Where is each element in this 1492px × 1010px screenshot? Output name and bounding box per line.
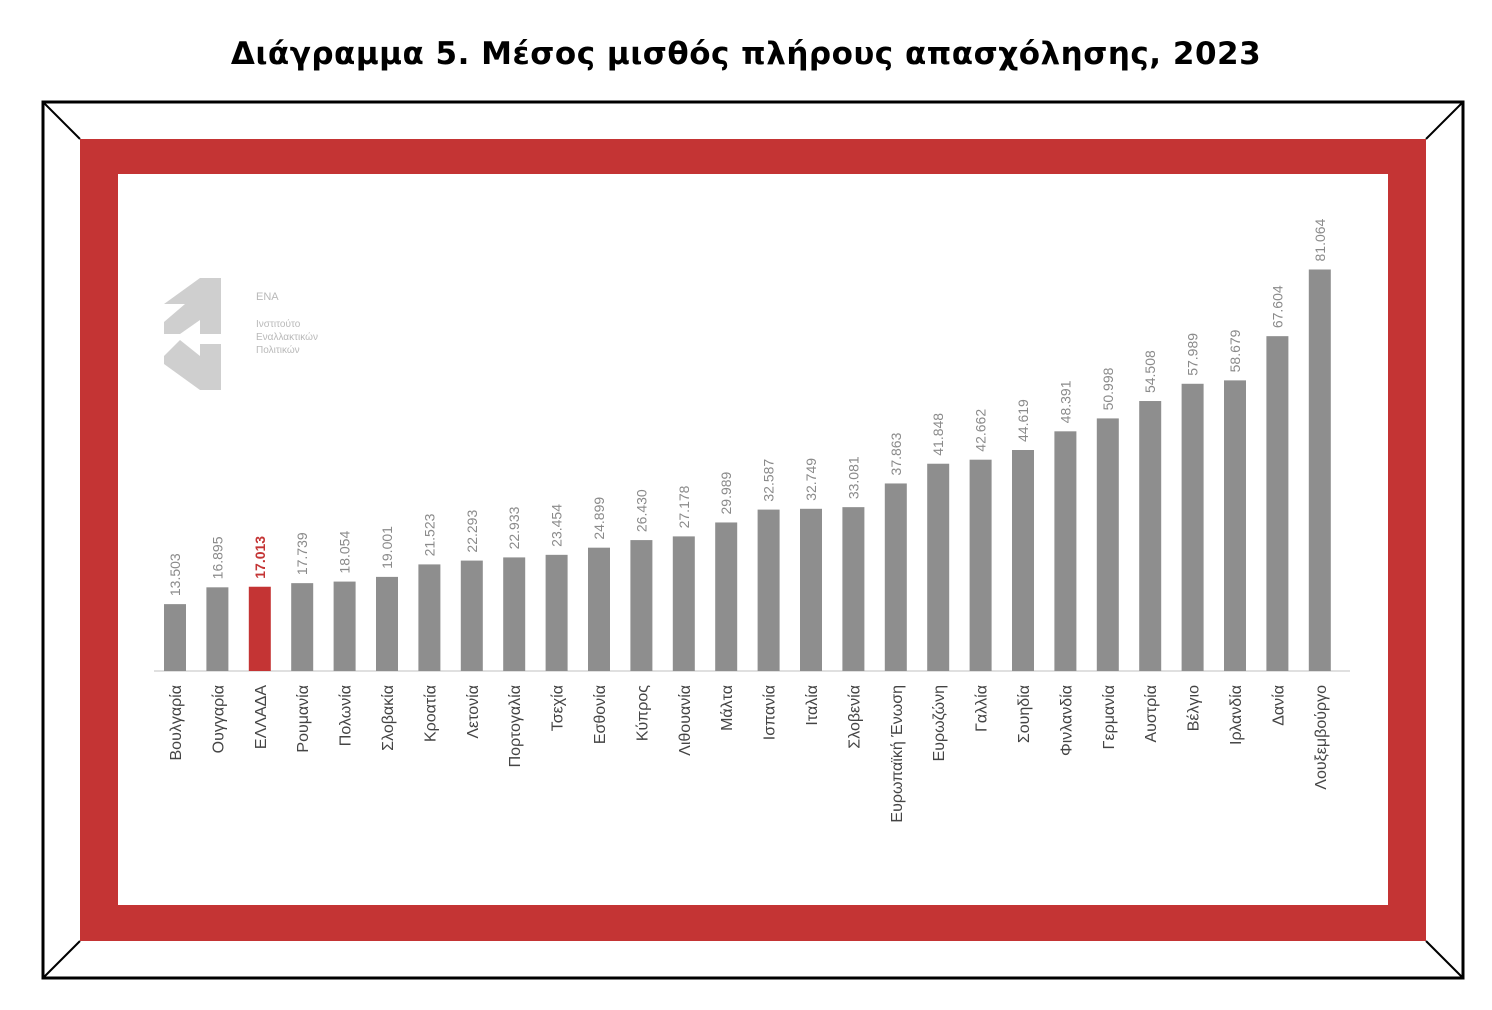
value-label-16: 32.749 — [803, 458, 819, 501]
bar-5 — [333, 581, 356, 671]
value-label-7: 21.523 — [421, 513, 437, 556]
logo-line-1: Ινστιτούτο — [256, 318, 301, 330]
value-label-9: 22.933 — [506, 506, 522, 549]
bar-21 — [1012, 450, 1034, 671]
bar-14 — [715, 522, 738, 671]
bar-24 — [1139, 401, 1162, 671]
category-label-20: Γαλλία — [974, 685, 991, 732]
bar-26 — [1224, 380, 1246, 671]
bar-4 — [291, 583, 314, 671]
category-label-14: Μάλτα — [719, 685, 736, 731]
bar-11 — [588, 547, 610, 671]
logo-mark-bottom — [164, 340, 221, 390]
category-label-6: Σλοβακία — [380, 685, 397, 751]
bar-6 — [376, 576, 398, 671]
category-label-15: Ισπανία — [762, 685, 779, 740]
frame-bevel-tr — [1425, 101, 1464, 140]
category-label-27: Δανία — [1270, 685, 1287, 726]
category-label-19: Ευρωζώνη — [931, 685, 948, 761]
bar-7 — [418, 564, 441, 671]
category-label-12: Κύπρος — [634, 685, 651, 741]
value-label-10: 23.454 — [549, 504, 565, 547]
value-label-23: 50.998 — [1100, 367, 1116, 410]
bar-25 — [1181, 383, 1204, 671]
value-label-12: 26.430 — [633, 489, 649, 532]
bar-22 — [1054, 431, 1077, 671]
category-label-11: Εσθονία — [592, 685, 609, 744]
value-label-28: 81.064 — [1312, 218, 1328, 261]
category-label-1: Βουλγαρία — [168, 685, 185, 760]
category-label-28: Λουξεμβούργο — [1313, 685, 1330, 790]
value-label-14: 29.989 — [718, 471, 734, 514]
category-label-5: Πολωνία — [338, 685, 355, 746]
category-label-4: Ρουμανία — [295, 685, 312, 753]
category-label-8: Λετονία — [465, 685, 482, 739]
value-label-15: 32.587 — [761, 459, 777, 502]
frame-bevel-bl — [42, 940, 81, 979]
bar-1 — [164, 604, 186, 671]
bar-23 — [1096, 418, 1119, 671]
value-label-27: 67.604 — [1269, 285, 1285, 328]
category-label-22: Φινλανδία — [1058, 685, 1075, 756]
value-label-2: 16.895 — [209, 536, 225, 579]
value-label-26: 58.679 — [1227, 329, 1243, 372]
logo-line-3: Πολιτικών — [256, 344, 300, 356]
category-label-16: Ιταλία — [804, 685, 821, 726]
logo-line-2: Εναλλακτικών — [256, 331, 318, 343]
bar-16 — [800, 508, 822, 671]
category-label-3: ΕΛΛΑΔΑ — [253, 685, 270, 749]
category-label-24: Αυστρία — [1143, 685, 1160, 743]
category-label-25: Βέλγιο — [1186, 685, 1203, 731]
value-label-6: 19.001 — [379, 526, 395, 569]
bar-8 — [460, 560, 483, 671]
bar-13 — [672, 536, 695, 671]
value-label-1: 13.503 — [167, 553, 183, 596]
bar-17 — [842, 507, 865, 671]
category-label-9: Πορτογαλία — [507, 685, 524, 767]
category-label-23: Γερμανία — [1101, 685, 1118, 749]
value-label-20: 42.662 — [973, 409, 989, 452]
value-label-17: 33.081 — [845, 456, 861, 499]
frame-bevel-tl — [42, 101, 81, 140]
category-label-17: Σλοβενία — [846, 685, 863, 749]
bar-9 — [503, 557, 526, 671]
logo-name: ΕΝΑ — [256, 291, 279, 303]
value-label-24: 54.508 — [1142, 350, 1158, 393]
bar-12 — [630, 540, 653, 671]
value-label-25: 57.989 — [1185, 333, 1201, 376]
bar-28 — [1308, 269, 1331, 671]
bar-27 — [1266, 336, 1289, 671]
category-label-10: Τσεχία — [550, 685, 567, 731]
value-label-11: 24.899 — [591, 497, 607, 540]
value-label-8: 22.293 — [464, 510, 480, 553]
value-label-21: 44.619 — [1015, 399, 1031, 442]
value-label-22: 48.391 — [1057, 380, 1073, 423]
logo: ΕΝΑ Ινστιτούτο Εναλλακτικών Πολιτικών — [164, 278, 318, 390]
chart-area-background — [118, 174, 1388, 905]
bar-15 — [757, 509, 780, 671]
category-label-26: Ιρλανδία — [1228, 685, 1245, 745]
value-label-4: 17.739 — [294, 532, 310, 575]
value-label-3: 17.013 — [252, 536, 268, 579]
frame-bevel-br — [1425, 940, 1464, 979]
category-label-2: Ουγγαρία — [210, 685, 227, 753]
bar-19 — [927, 463, 950, 671]
value-label-19: 41.848 — [930, 413, 946, 456]
chart-title: Διάγραμμα 5. Μέσος μισθός πλήρους απασχό… — [230, 36, 1262, 72]
bar-18 — [884, 483, 907, 671]
value-label-13: 27.178 — [676, 485, 692, 528]
category-label-21: Σουηδία — [1016, 685, 1033, 743]
bar-2 — [206, 587, 229, 671]
bar-20 — [969, 459, 992, 671]
category-label-7: Κροατία — [422, 685, 439, 742]
value-label-18: 37.863 — [888, 432, 904, 475]
category-label-18: Ευρωπαϊκή Ένωση — [889, 685, 906, 823]
value-label-5: 18.054 — [337, 531, 353, 574]
logo-mark-top — [164, 278, 221, 334]
bars-group: 13.503 Βουλγαρία 16.895 Ουγγαρία 17.013 ΕΛΛΑΔ… — [164, 218, 1331, 823]
bar-3 — [248, 586, 271, 671]
category-label-13: Λιθουανία — [677, 685, 694, 756]
bar-10 — [545, 554, 568, 671]
